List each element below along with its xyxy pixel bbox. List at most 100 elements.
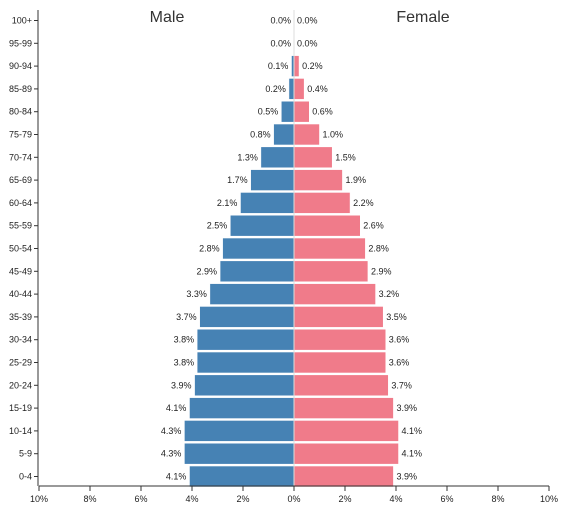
male-value-label: 2.9% [197, 266, 218, 276]
age-label: 95-99 [9, 38, 32, 48]
age-label: 20-24 [9, 380, 32, 390]
female-bar [293, 465, 394, 488]
male-value-label: 3.7% [176, 312, 197, 322]
female-value-label: 0.6% [312, 107, 333, 117]
female-bar [293, 78, 305, 100]
age-label: 65-69 [9, 175, 32, 185]
x-tick-label: 2% [338, 494, 351, 504]
male-bar [184, 442, 295, 465]
female-value-label: 2.8% [368, 244, 389, 254]
male-bar [280, 100, 295, 123]
female-bar [293, 283, 376, 305]
male-value-label: 1.3% [237, 152, 258, 162]
male-bar [194, 374, 295, 397]
female-bar [293, 397, 394, 419]
x-tick-label: 8% [491, 494, 504, 504]
female-bar [293, 192, 351, 214]
age-label: 75-79 [9, 130, 32, 140]
male-value-label: 0.2% [265, 84, 286, 94]
female-bar [293, 214, 361, 237]
female-value-label: 1.5% [335, 152, 356, 162]
female-value-label: 1.9% [345, 175, 366, 185]
female-bar [293, 420, 399, 442]
male-value-label: 0.5% [258, 107, 279, 117]
age-label: 85-89 [9, 84, 32, 94]
male-value-label: 3.9% [171, 380, 192, 390]
female-bar [293, 123, 320, 146]
male-value-label: 4.1% [166, 472, 187, 482]
male-bar [189, 465, 295, 488]
age-label: 70-74 [9, 152, 32, 162]
age-label: 80-84 [9, 107, 32, 117]
male-bar [273, 123, 295, 146]
female-bar [293, 169, 343, 191]
female-value-label: 1.0% [323, 130, 344, 140]
female-value-label: 3.7% [391, 380, 412, 390]
male-value-label: 1.7% [227, 175, 248, 185]
female-value-label: 3.6% [389, 358, 410, 368]
male-value-label: 3.8% [174, 335, 195, 345]
x-tick-label: 4% [185, 494, 198, 504]
x-tick-label: 0% [287, 494, 300, 504]
female-title: Female [396, 9, 449, 26]
male-bar [260, 146, 295, 169]
age-label: 35-39 [9, 312, 32, 322]
female-bar [293, 306, 384, 328]
female-bar [293, 260, 369, 283]
male-bar [240, 192, 295, 214]
male-bar [199, 306, 295, 328]
female-value-label: 3.6% [389, 335, 410, 345]
age-label: 45-49 [9, 266, 32, 276]
age-label: 50-54 [9, 244, 32, 254]
male-value-label: 3.8% [174, 358, 195, 368]
female-bar [293, 100, 310, 123]
age-label: 0-4 [19, 472, 32, 482]
age-label: 30-34 [9, 335, 32, 345]
female-bar [293, 55, 300, 77]
x-tick-label: 2% [236, 494, 249, 504]
age-label: 15-19 [9, 403, 32, 413]
male-bar [184, 420, 295, 442]
male-bar [196, 328, 295, 351]
x-tick-label: 6% [134, 494, 147, 504]
female-bar [293, 237, 366, 260]
male-value-label: 3.3% [186, 289, 207, 299]
x-tick-label: 10% [30, 494, 48, 504]
male-value-label: 4.3% [161, 426, 182, 436]
age-label: 60-64 [9, 198, 32, 208]
male-bar [209, 283, 295, 305]
x-tick-label: 10% [540, 494, 558, 504]
male-value-label: 0.8% [250, 130, 271, 140]
male-bar [222, 237, 295, 260]
male-title: Male [150, 9, 185, 26]
x-tick-label: 8% [83, 494, 96, 504]
female-value-label: 2.2% [353, 198, 374, 208]
female-value-label: 0.2% [302, 61, 323, 71]
x-tick-label: 4% [389, 494, 402, 504]
male-value-label: 2.8% [199, 244, 220, 254]
male-value-label: 4.1% [166, 403, 187, 413]
female-value-label: 2.9% [371, 266, 392, 276]
age-label: 25-29 [9, 358, 32, 368]
male-bar [288, 78, 295, 100]
female-value-label: 3.9% [396, 472, 417, 482]
male-bar [189, 397, 295, 419]
female-value-label: 3.2% [379, 289, 400, 299]
male-value-label: 0.0% [270, 16, 291, 26]
female-value-label: 2.6% [363, 221, 384, 231]
female-bar [293, 374, 389, 397]
male-value-label: 2.1% [217, 198, 238, 208]
male-value-label: 0.0% [270, 38, 291, 48]
age-label: 100+ [12, 16, 32, 26]
age-label: 10-14 [9, 426, 32, 436]
age-label: 55-59 [9, 221, 32, 231]
female-value-label: 3.9% [396, 403, 417, 413]
female-value-label: 4.1% [402, 449, 423, 459]
x-tick-label: 6% [440, 494, 453, 504]
male-bar [250, 169, 295, 191]
male-bar [196, 351, 295, 374]
male-value-label: 0.1% [268, 61, 289, 71]
male-bar [219, 260, 295, 283]
female-bar [293, 146, 333, 169]
